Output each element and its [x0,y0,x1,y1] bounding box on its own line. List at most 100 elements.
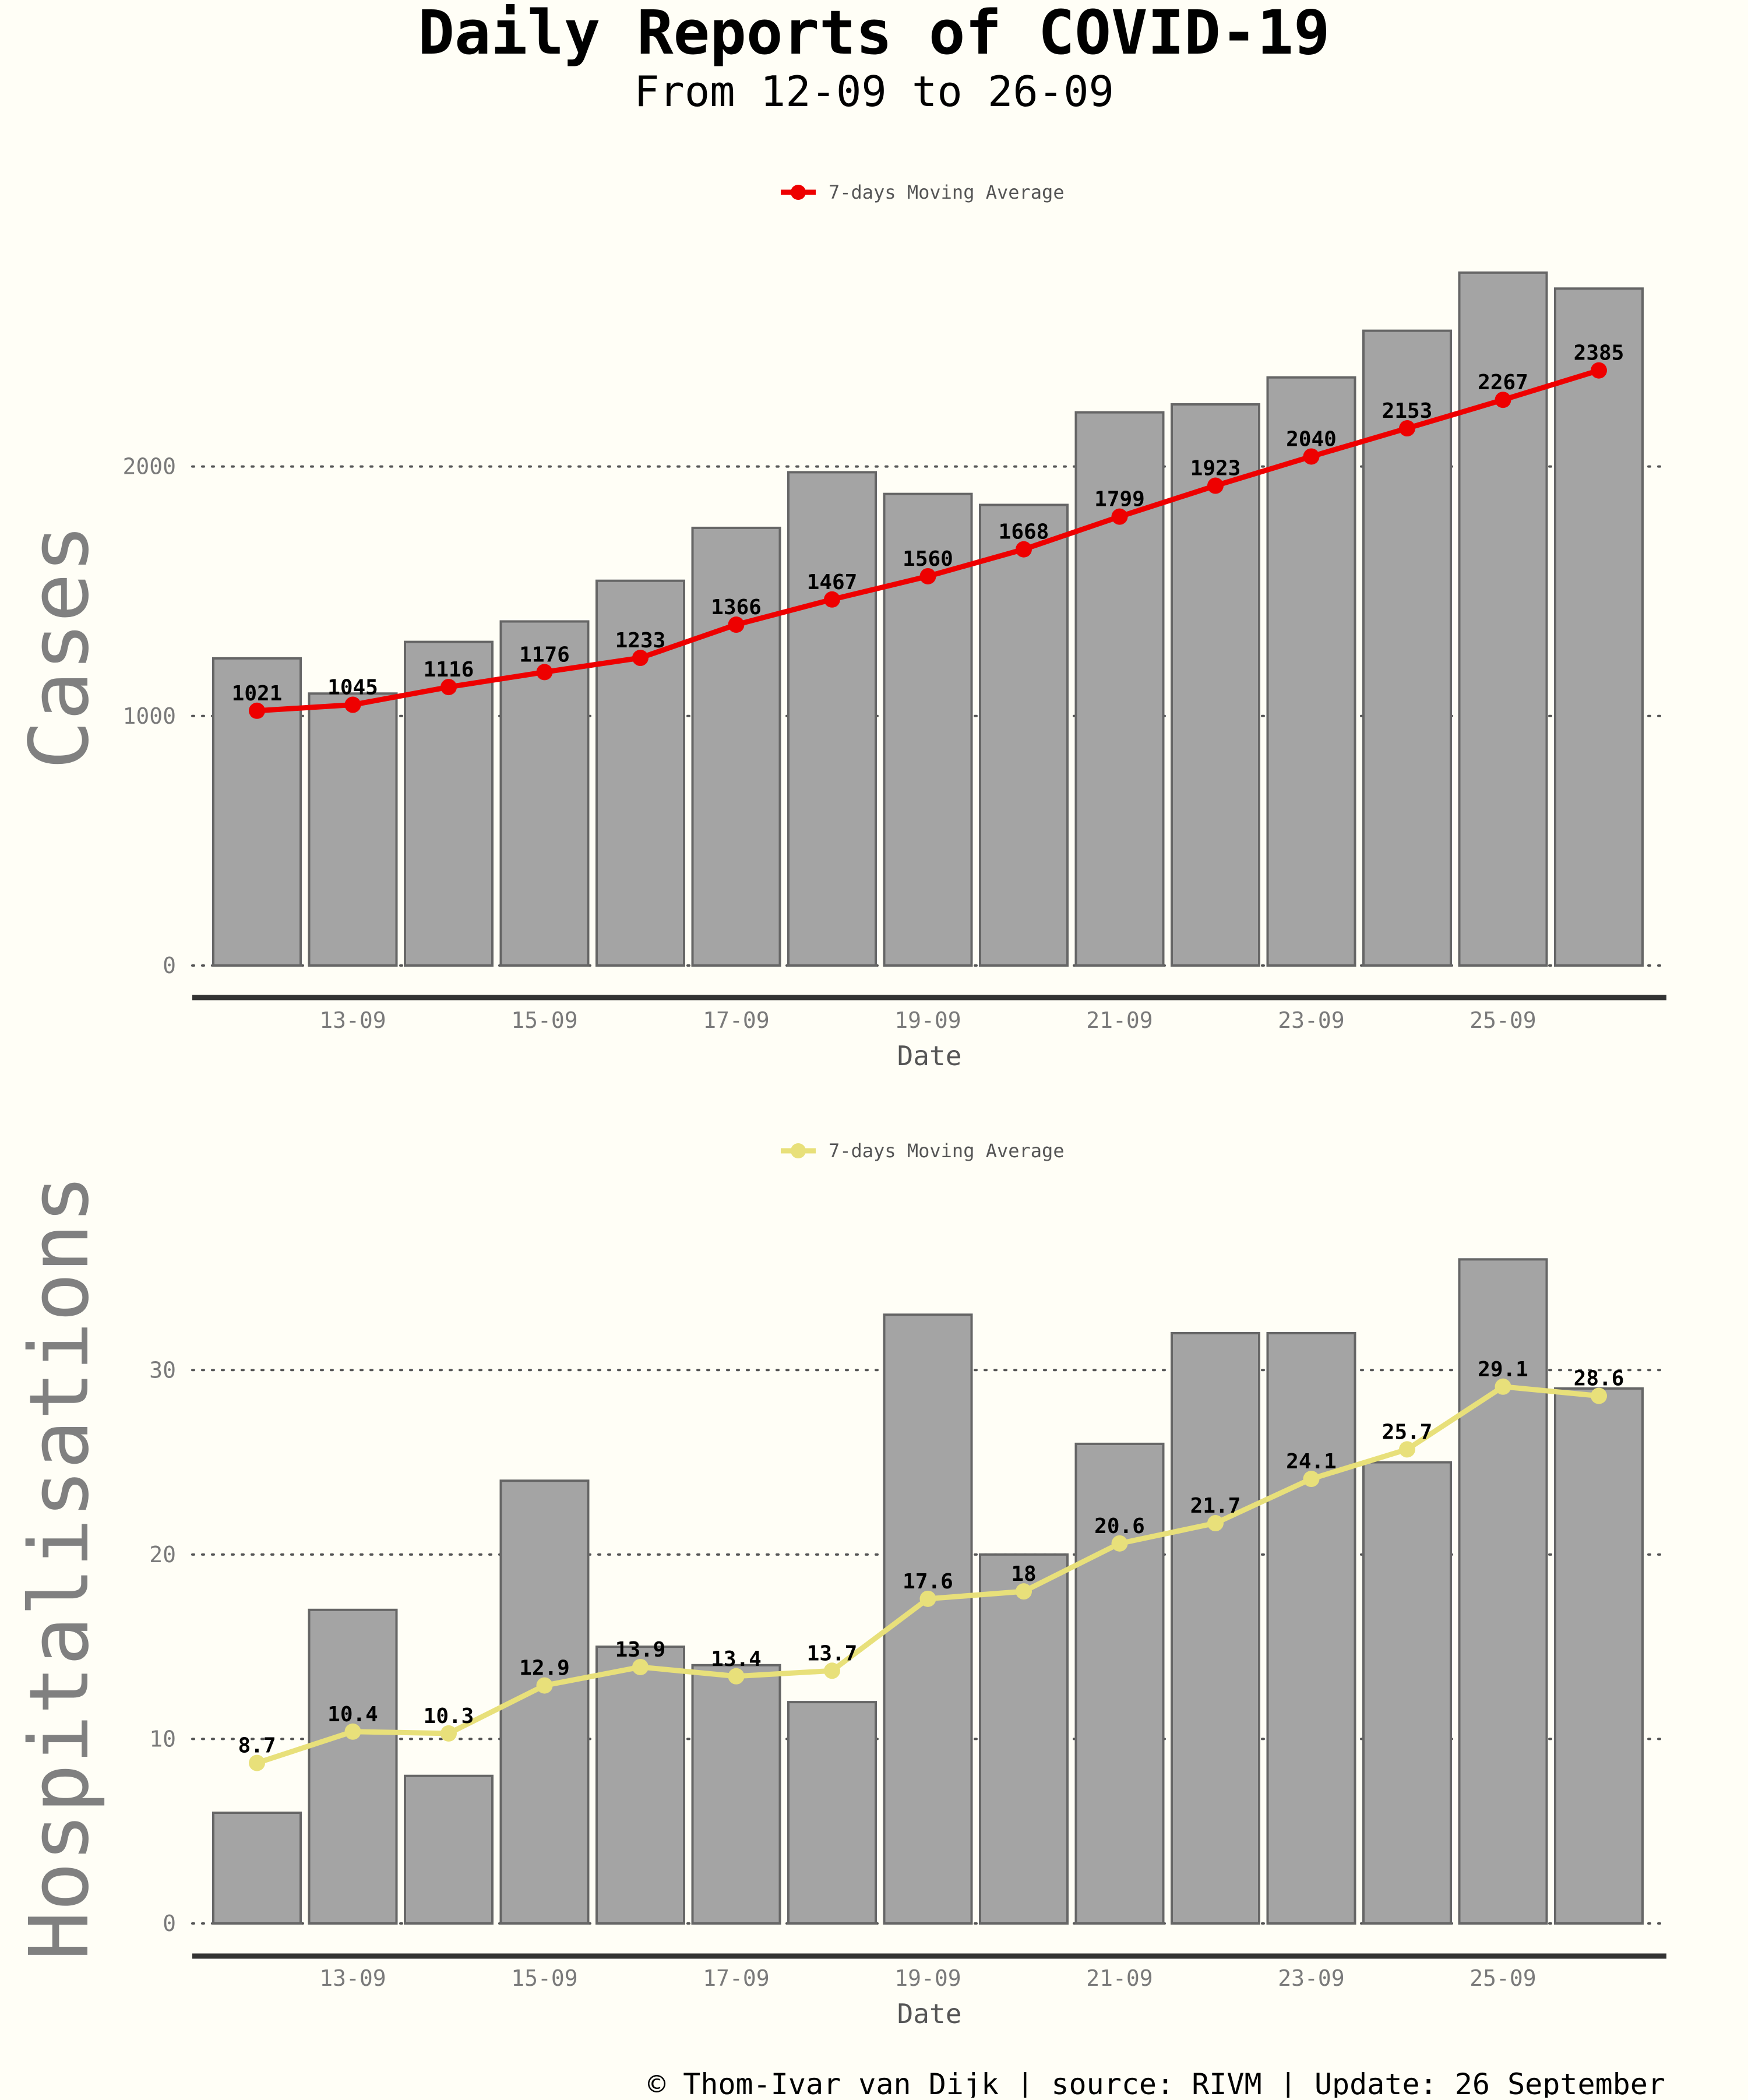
chart-subtitle: From 12-09 to 26-09 [634,67,1114,116]
data-label: 1021 [232,682,283,706]
bar [979,1553,1069,1925]
moving-average-point [1207,1515,1224,1532]
data-label: 2267 [1478,371,1528,394]
x-tick-label: 17-09 [703,1007,769,1033]
moving-average-point [440,679,457,696]
moving-average-point [1399,1441,1415,1458]
bar [404,640,494,967]
data-label: 1799 [1094,488,1145,512]
x-tick-label: 13-09 [319,1007,386,1033]
chart-title: Daily Reports of COVID-19 [418,0,1330,68]
data-label: 1366 [711,596,762,619]
bar [787,1701,877,1925]
moving-average-point [440,1725,457,1742]
bar [691,526,781,967]
legend-label: 7-days Moving Average [829,181,1065,203]
y-axis-title: Cases [12,524,107,769]
y-axis-title: Hospitalisations [12,1175,107,1961]
data-label: 13.9 [615,1638,666,1662]
bar [308,692,398,967]
data-label: 18 [1011,1562,1036,1586]
moving-average-point [1111,508,1128,525]
moving-average-point [824,591,840,608]
data-label: 13.4 [711,1647,762,1671]
bar [595,1646,685,1925]
moving-average-point [344,1723,361,1740]
moving-average-point [1016,541,1032,558]
hospitalisations-panel: 0 10 20 30 13-09 15-09 17-09 19-09 21-09 23-09 25-… [12,1140,1668,2029]
moving-average-point [728,616,745,633]
moving-average-point [632,1658,649,1675]
x-tick-label: 25-09 [1469,1007,1536,1033]
data-label: 2040 [1286,427,1337,451]
data-label: 13.7 [807,1641,858,1665]
bar [1458,1258,1548,1925]
bar [404,1774,494,1925]
data-label: 10.3 [424,1704,474,1728]
legend-label: 7-days Moving Average [829,1140,1065,1162]
moving-average-point [1399,420,1415,437]
x-axis-title: Date [897,1998,962,2029]
moving-average-point [344,696,361,713]
moving-average-point [1016,1583,1032,1600]
bar [212,1812,302,1925]
data-label: 17.6 [903,1570,953,1594]
data-label: 24.1 [1286,1450,1337,1474]
bar [1362,1461,1452,1925]
x-tick-label: 13-09 [319,1965,386,1991]
cases-panel: 0 1000 2000 13-09 15-09 17-09 19-09 21-09 23-09 2… [12,181,1668,1072]
data-label: 1116 [424,658,474,682]
data-label: 29.1 [1478,1358,1528,1382]
bar [1362,329,1452,967]
y-tick-label: 0 [163,953,176,978]
y-tick-label: 0 [163,1911,176,1936]
y-tick-label: 1000 [122,703,176,729]
moving-average-point [919,568,936,584]
moving-average-point [1495,392,1511,408]
bar [1266,376,1356,967]
legend-marker [791,1143,806,1158]
moving-average-point [536,1677,553,1694]
data-label: 1176 [519,643,570,667]
bar [979,503,1069,967]
data-label: 10.4 [327,1703,378,1726]
bar [1266,1331,1356,1925]
bar [1554,287,1644,967]
x-tick-label: 23-09 [1278,1965,1344,1991]
moving-average-point [1495,1378,1511,1395]
bar [1458,271,1548,967]
bar [1171,1331,1260,1925]
x-tick-label: 17-09 [703,1965,769,1991]
x-tick-label: 19-09 [894,1007,961,1033]
bar [787,471,877,967]
footer-credit: © Thom-Ivar van Dijk | source: RIVM | Up… [648,2067,1665,2098]
data-label: 8.7 [238,1734,276,1758]
moving-average-point [1303,448,1320,465]
data-label: 2153 [1382,399,1433,423]
x-tick-label: 25-09 [1469,1965,1536,1991]
moving-average-point [728,1668,745,1685]
data-label: 28.6 [1574,1367,1624,1391]
data-label: 2385 [1574,341,1624,365]
data-label: 1560 [903,547,953,571]
data-label: 21.7 [1190,1494,1241,1518]
legend-marker [791,185,806,200]
bar [595,579,685,967]
data-label: 1045 [327,676,378,700]
y-tick-label: 2000 [122,454,176,480]
x-axis-title: Date [897,1040,962,1072]
data-label: 12.9 [519,1657,570,1680]
bar [1171,403,1260,967]
moving-average-point [249,1754,265,1771]
moving-average-point [919,1590,936,1607]
bar [308,1608,398,1925]
moving-average-point [536,664,553,681]
moving-average-point [824,1662,840,1679]
moving-average-point [632,650,649,667]
bar [1074,1442,1165,1925]
x-tick-label: 19-09 [894,1965,961,1991]
moving-average-point [1111,1535,1128,1552]
moving-average-point [1303,1471,1320,1488]
x-tick-label: 21-09 [1086,1965,1153,1991]
